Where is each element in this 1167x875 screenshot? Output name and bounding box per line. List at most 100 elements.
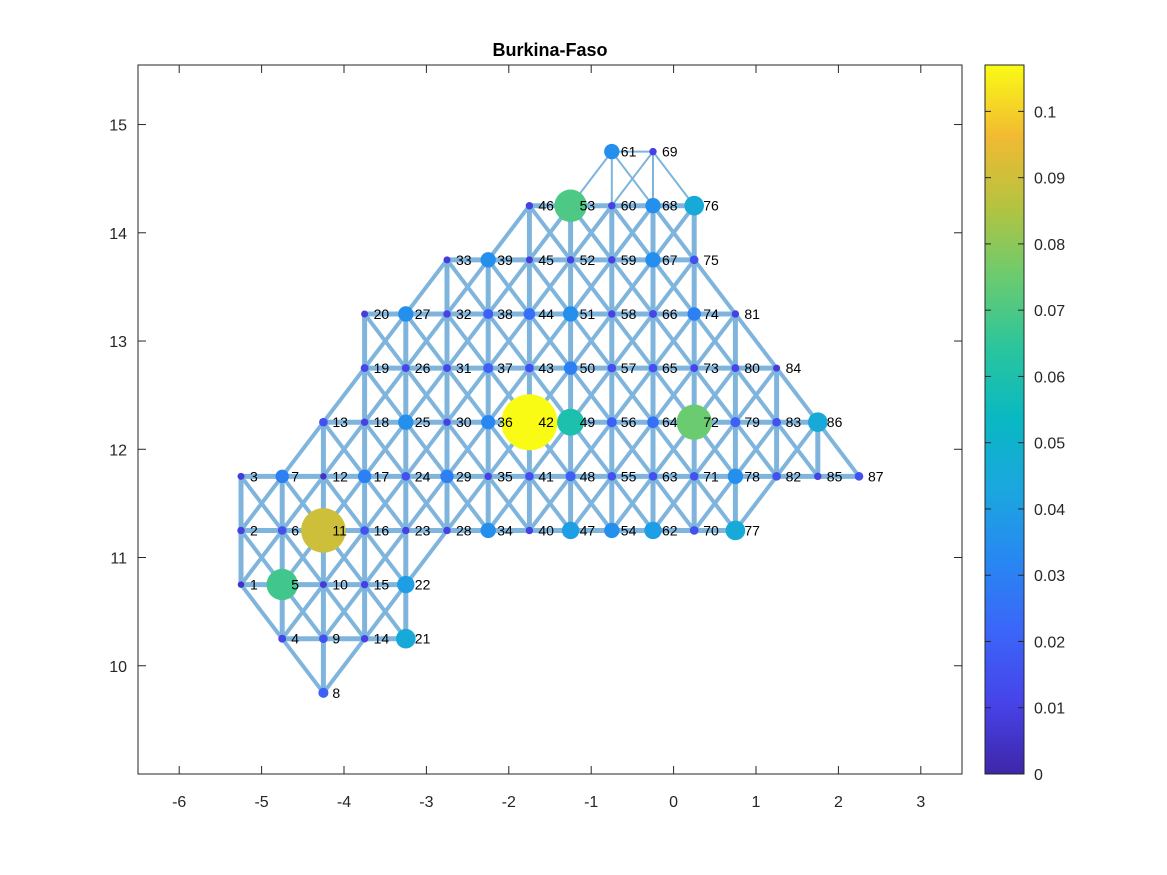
graph-node bbox=[443, 310, 451, 318]
graph-edge bbox=[527, 203, 573, 262]
y-tick-label: 11 bbox=[110, 551, 127, 568]
graph-node bbox=[237, 472, 245, 480]
graph-edge bbox=[815, 420, 861, 479]
node-label: 79 bbox=[744, 414, 760, 430]
node-label: 9 bbox=[332, 631, 340, 647]
node-label: 87 bbox=[868, 468, 884, 484]
x-axis: -6 -5 -4 -3 -2 -1 0 1 2 3 bbox=[172, 65, 925, 811]
node-label: 74 bbox=[703, 306, 719, 322]
graph-edge bbox=[445, 420, 491, 479]
graph-edge bbox=[280, 528, 326, 587]
graph-node bbox=[501, 394, 558, 451]
graph-nodes bbox=[237, 143, 864, 698]
node-label: 52 bbox=[580, 252, 596, 268]
node-label: 45 bbox=[538, 252, 554, 268]
node-label: 26 bbox=[415, 360, 431, 376]
node-label: 76 bbox=[703, 198, 719, 214]
node-label: 28 bbox=[456, 522, 472, 538]
colorbar-tick-label: 0.04 bbox=[1034, 502, 1065, 519]
node-label: 81 bbox=[744, 306, 760, 322]
graph-node bbox=[608, 310, 616, 318]
node-label: 65 bbox=[662, 360, 678, 376]
node-label: 66 bbox=[662, 306, 678, 322]
graph-edge bbox=[445, 311, 491, 371]
y-tick-label: 15 bbox=[109, 118, 127, 135]
colorbar-tick-label: 0.09 bbox=[1034, 171, 1065, 188]
graph-node bbox=[649, 147, 657, 156]
graph-edge bbox=[527, 311, 573, 371]
node-label: 17 bbox=[374, 468, 390, 484]
graph-edge bbox=[321, 582, 367, 641]
node-label: 36 bbox=[497, 414, 513, 430]
node-label: 71 bbox=[703, 468, 719, 484]
node-label: 31 bbox=[456, 360, 472, 376]
graph-node bbox=[525, 526, 534, 535]
graph-node bbox=[360, 364, 369, 373]
node-label: 64 bbox=[662, 414, 678, 430]
node-label: 27 bbox=[415, 306, 431, 322]
colorbar-tick-label: 0.07 bbox=[1034, 303, 1065, 320]
graph-edge bbox=[568, 366, 614, 425]
node-label: 16 bbox=[374, 522, 390, 538]
graph-edge bbox=[362, 528, 408, 587]
graph-node bbox=[525, 472, 534, 481]
graph-node bbox=[397, 575, 415, 594]
colorbar bbox=[984, 64, 1025, 775]
graph-node bbox=[731, 364, 740, 373]
graph-node bbox=[320, 473, 327, 480]
node-label: 51 bbox=[580, 306, 596, 322]
graph-edge bbox=[321, 474, 367, 533]
graph-node bbox=[727, 468, 744, 485]
node-label: 54 bbox=[621, 522, 637, 538]
node-label: 46 bbox=[538, 198, 554, 214]
node-label: 86 bbox=[827, 414, 843, 430]
graph-edge bbox=[362, 420, 408, 479]
node-label: 39 bbox=[497, 252, 513, 268]
graph-node bbox=[644, 521, 662, 540]
graph-edge bbox=[651, 420, 697, 479]
graph-edge bbox=[652, 150, 696, 207]
graph-node bbox=[690, 364, 699, 373]
graph-edge bbox=[486, 203, 532, 262]
node-label: 69 bbox=[662, 144, 678, 160]
node-label: 80 bbox=[744, 360, 760, 376]
node-label: 85 bbox=[827, 468, 843, 484]
graph-edge bbox=[568, 257, 614, 316]
graph-node bbox=[237, 581, 245, 588]
graph-node bbox=[483, 363, 494, 374]
colorbar-tick-label: 0.08 bbox=[1034, 237, 1065, 254]
graph-node bbox=[402, 526, 410, 535]
graph-node bbox=[649, 310, 657, 318]
graph-node bbox=[647, 416, 659, 429]
node-label: 18 bbox=[374, 414, 390, 430]
graph-edge bbox=[486, 420, 532, 479]
graph-node bbox=[357, 469, 372, 484]
graph-edge bbox=[362, 582, 408, 641]
graph-node bbox=[773, 364, 781, 372]
graph-node bbox=[730, 417, 741, 428]
graph-node bbox=[557, 408, 585, 436]
node-label: 20 bbox=[374, 306, 390, 322]
graph-node bbox=[645, 252, 661, 268]
colorbar-tick-label: 0 bbox=[1034, 767, 1043, 784]
node-label: 30 bbox=[456, 414, 472, 430]
node-label: 8 bbox=[332, 685, 340, 701]
graph-node bbox=[443, 364, 451, 373]
graph-node bbox=[319, 581, 327, 589]
node-label: 70 bbox=[703, 522, 719, 538]
graph-node bbox=[360, 526, 369, 535]
graph-edge bbox=[692, 366, 738, 425]
node-label: 12 bbox=[332, 468, 348, 484]
node-label: 56 bbox=[621, 414, 637, 430]
node-label: 44 bbox=[538, 306, 554, 322]
graph-edge bbox=[651, 257, 697, 316]
node-label: 15 bbox=[374, 577, 390, 593]
graph-node bbox=[266, 568, 298, 601]
graph-node bbox=[608, 202, 616, 210]
node-label: 22 bbox=[415, 577, 431, 593]
node-label: 10 bbox=[332, 577, 348, 593]
node-label: 14 bbox=[374, 631, 390, 647]
node-label: 2 bbox=[250, 522, 258, 538]
